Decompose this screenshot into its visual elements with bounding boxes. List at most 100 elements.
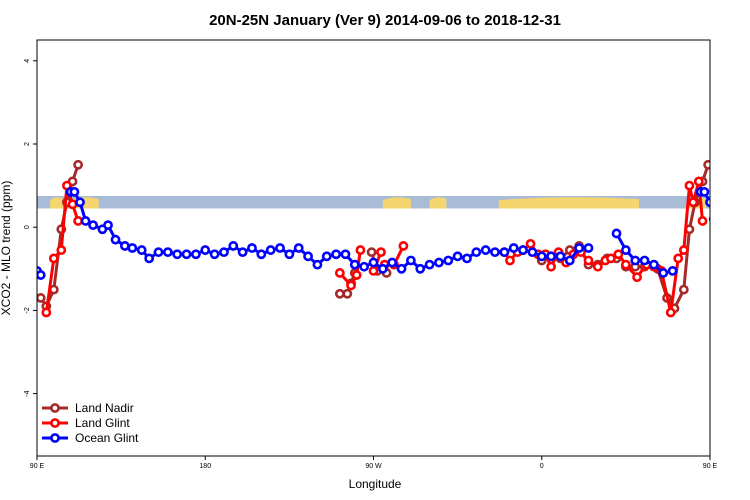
- series-2-point-1-4: [88, 220, 98, 231]
- series-2: [37, 186, 750, 280]
- series-2-point-1-21: [237, 247, 248, 258]
- series-2-point-4-3: [708, 215, 710, 223]
- series-0-point-1-0: [334, 288, 345, 299]
- legend-label-0: Land Nadir: [75, 401, 134, 415]
- series-2-point-1-33: [349, 259, 360, 270]
- series-2-point-2-2: [499, 247, 510, 258]
- series-2-point-4-7: [744, 236, 750, 243]
- series-0-point-0-0: [37, 293, 46, 303]
- series-2-point-1-7: [110, 234, 121, 245]
- series-2-point-1-35: [368, 257, 379, 268]
- series-1-point-4-12: [583, 255, 594, 266]
- series-1-point-0-2: [56, 245, 67, 255]
- series-2-point-2-0: [480, 245, 491, 255]
- series-2-point-1-17: [200, 245, 211, 255]
- map-land-2: [382, 197, 411, 209]
- series-2-point-0-1: [37, 270, 46, 280]
- series-2-point-2-6: [536, 251, 547, 262]
- series-2-point-1-27: [293, 243, 304, 253]
- series-0-line-4: [625, 164, 710, 310]
- y-axis-label: XCO2 - MLO trend (ppm): [0, 181, 13, 316]
- series-2-point-2-9: [564, 255, 575, 266]
- series-2-point-3-5: [658, 268, 669, 278]
- legend-label-2: Ocean Glint: [75, 431, 139, 445]
- series-1-point-4-4: [525, 238, 536, 249]
- x-tick-label-4: 90 E: [703, 463, 718, 470]
- series-2-point-1-26: [284, 249, 295, 260]
- series-1-point-0-0: [41, 307, 52, 318]
- series-2-point-1-32: [340, 249, 351, 260]
- series-1-point-4-25: [684, 180, 695, 191]
- series-2-point-1-2: [75, 197, 85, 208]
- series-1-point-2-0: [368, 265, 379, 276]
- series-2-point-3-2: [630, 255, 641, 266]
- x-axis-label: Longitude: [349, 477, 402, 491]
- y-tick-label-4: -4: [24, 390, 31, 396]
- series-1-point-1-2: [351, 270, 362, 280]
- series-2-point-3-1: [620, 245, 631, 255]
- series-2-point-1-30: [321, 251, 332, 262]
- series-2-point-3-4: [649, 259, 659, 270]
- legend-label-1: Land Glint: [75, 416, 130, 430]
- legend-marker-0: [50, 403, 60, 413]
- x-tick-label-2: 90 W: [365, 463, 382, 470]
- series-2-point-1-15: [181, 249, 192, 260]
- series-2-point-1-1: [69, 186, 80, 197]
- series-2-point-1-29: [312, 259, 323, 270]
- map-land-4: [498, 197, 639, 209]
- series-1-point-1-0: [334, 268, 345, 278]
- series-2-point-1-10: [136, 245, 147, 255]
- series-2-point-1-22: [247, 243, 257, 253]
- series-2-point-1-24: [265, 245, 276, 255]
- series-1-point-4-24: [678, 245, 689, 255]
- series-2-point-2-10: [574, 243, 585, 253]
- series-2-point-2-8: [555, 251, 566, 262]
- series-0-point-4-10: [703, 159, 710, 170]
- series-2-point-1-19: [219, 247, 229, 258]
- series-2-point-1-25: [275, 243, 285, 253]
- series-0-point-2-0: [366, 247, 377, 258]
- x-tick-label-3: 0: [540, 463, 544, 470]
- series-1-point-0-1: [48, 253, 59, 264]
- series-2-point-3-0: [611, 228, 622, 239]
- series-2-point-1-40: [415, 263, 426, 274]
- y-axis: 4 2 0 -2 -4: [24, 59, 37, 397]
- series-2-point-1-34: [359, 261, 370, 272]
- series-2-point-1-42: [434, 257, 444, 268]
- map-land-0: [50, 197, 64, 209]
- y-tick-label-3: -2: [24, 307, 31, 313]
- series-2-point-1-8: [119, 241, 130, 251]
- series-2-point-1-16: [191, 249, 201, 260]
- series-1-point-4-17: [620, 259, 631, 270]
- series-2-point-2-4: [518, 245, 528, 255]
- series-1-point-0-5: [73, 216, 84, 226]
- series-2-point-1-6: [103, 220, 113, 231]
- series-1-point-0-4: [67, 199, 78, 210]
- series-1-point-4-7: [546, 261, 556, 272]
- series-2-point-1-28: [303, 251, 313, 262]
- series-2-point-1-31: [331, 249, 342, 260]
- map-land-6: [712, 197, 729, 208]
- series-2-point-2-3: [508, 243, 519, 253]
- series-2-point-1-14: [172, 249, 183, 260]
- series-2-point-1-11: [144, 253, 155, 264]
- series-2-point-4-1: [699, 186, 710, 197]
- series-2-point-1-36: [377, 263, 388, 274]
- series-0: [37, 159, 710, 314]
- y-tick-label-1: 2: [24, 142, 31, 146]
- series-1-point-4-23: [673, 253, 684, 264]
- series-0-point-0-6: [73, 159, 84, 170]
- series-2-point-1-23: [256, 249, 267, 260]
- x-tick-label-1: 180: [199, 463, 211, 470]
- series-1-point-4-15: [606, 253, 616, 264]
- series-2-point-1-18: [209, 249, 220, 260]
- series-0-point-1-1: [342, 288, 353, 299]
- series-1-point-1-3: [355, 245, 366, 255]
- series-0-point-4-6: [678, 284, 689, 295]
- plot-frame: [36, 39, 711, 457]
- series-2-point-2-5: [527, 247, 538, 258]
- series-2-point-1-12: [153, 247, 164, 258]
- series-1-point-4-18: [632, 272, 642, 283]
